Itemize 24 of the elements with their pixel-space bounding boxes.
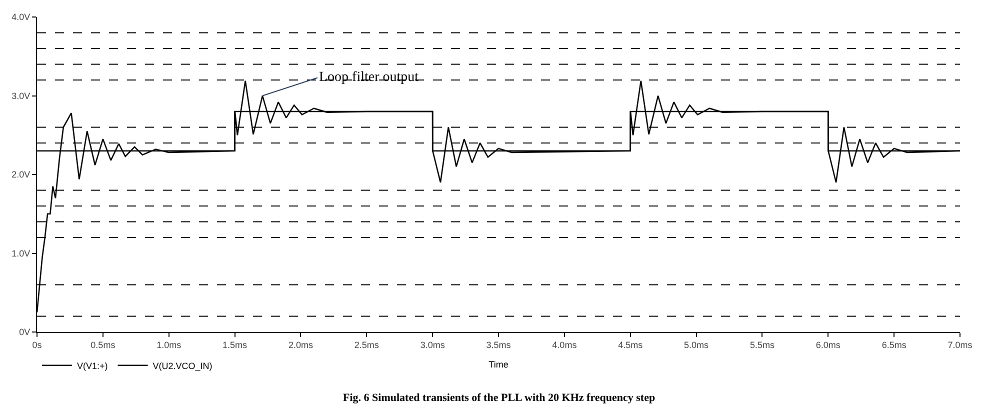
caption: Fig. 6 Simulated transients of the PLL with 20 KHz frequency step bbox=[343, 392, 656, 404]
x-tick-label: 1.5ms bbox=[222, 340, 248, 350]
x-axis-title: Time bbox=[488, 360, 508, 370]
y-tick-label: 2.0V bbox=[12, 170, 30, 180]
x-tick-label: 2.0ms bbox=[288, 340, 314, 350]
x-tick-label: 0.5ms bbox=[90, 340, 116, 350]
legend-label: V(U2.VCO_IN) bbox=[152, 360, 212, 371]
y-tick-label: 0V bbox=[19, 327, 30, 338]
y-tick-label: 4.0V bbox=[12, 12, 30, 22]
x-tick-label: 1.0ms bbox=[156, 340, 182, 350]
x-tick-label: 0s bbox=[32, 340, 42, 350]
x-tick-label: 3.0ms bbox=[420, 340, 446, 350]
x-tick-label: 6.0ms bbox=[816, 340, 841, 350]
x-tick-label: 5.5ms bbox=[750, 340, 775, 350]
x-tick-label: 4.0ms bbox=[552, 340, 578, 350]
x-tick-label: 4.5ms bbox=[618, 340, 644, 350]
y-tick-label: 1.0V bbox=[12, 248, 30, 258]
x-tick-label: 5.0ms bbox=[684, 340, 710, 350]
legend-label: V(V1:+) bbox=[77, 360, 108, 371]
x-tick-label: 3.5ms bbox=[486, 340, 512, 350]
x-tick-label: 2.5ms bbox=[354, 340, 380, 350]
x-tick-label: 7.0ms bbox=[948, 340, 973, 350]
y-tick-label: 3.0V bbox=[12, 90, 30, 101]
x-tick-label: 6.5ms bbox=[882, 340, 907, 350]
